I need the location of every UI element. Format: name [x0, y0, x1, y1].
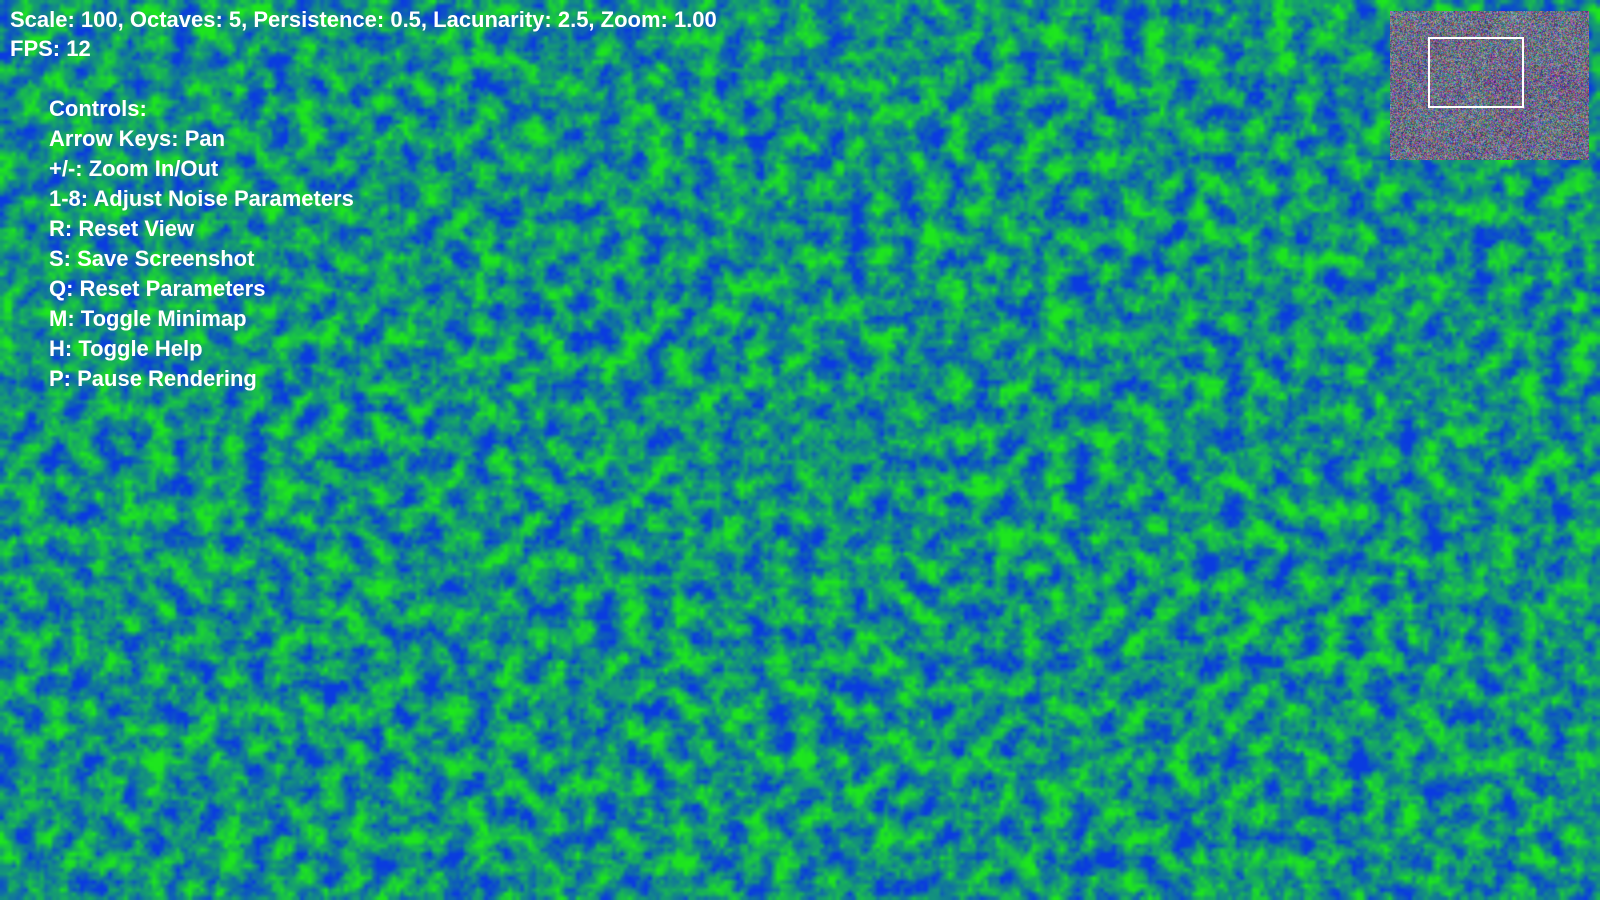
help-line-reset-view: R: Reset View	[49, 214, 354, 244]
help-line-zoom: +/-: Zoom In/Out	[49, 154, 354, 184]
help-line-toggle-minimap: M: Toggle Minimap	[49, 304, 354, 334]
status-readout: Scale: 100, Octaves: 5, Persistence: 0.5…	[10, 7, 717, 33]
minimap-viewport-indicator	[1428, 37, 1524, 108]
help-line-pause: P: Pause Rendering	[49, 364, 354, 394]
help-line-pan: Arrow Keys: Pan	[49, 124, 354, 154]
help-line-adjust-params: 1-8: Adjust Noise Parameters	[49, 184, 354, 214]
minimap[interactable]	[1390, 11, 1589, 160]
help-title: Controls:	[49, 94, 354, 124]
help-line-save-screenshot: S: Save Screenshot	[49, 244, 354, 274]
fps-counter: FPS: 12	[10, 36, 91, 62]
help-line-toggle-help: H: Toggle Help	[49, 334, 354, 364]
help-line-reset-params: Q: Reset Parameters	[49, 274, 354, 304]
help-overlay: Controls: Arrow Keys: Pan +/-: Zoom In/O…	[49, 94, 354, 394]
